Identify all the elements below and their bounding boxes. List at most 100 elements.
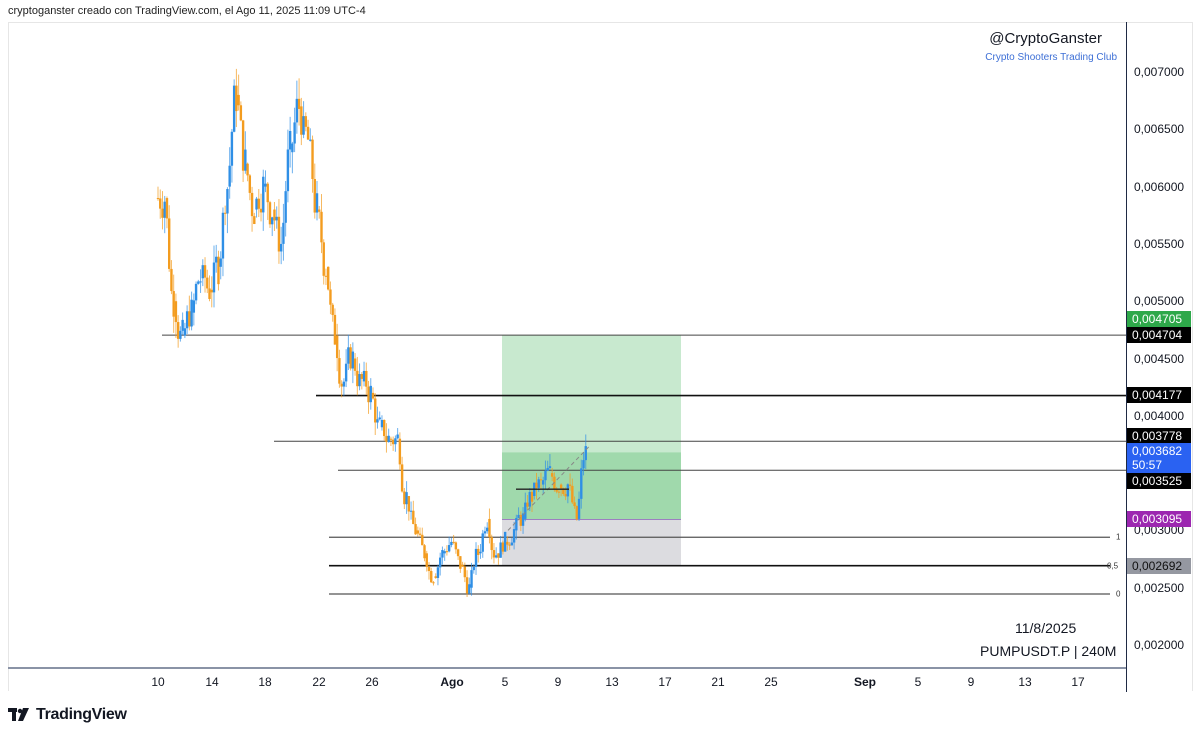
candle-body (555, 488, 558, 492)
candle-body (584, 446, 587, 461)
time-tick: 5 (914, 675, 922, 689)
candle-body (521, 513, 525, 526)
candle-body (376, 419, 379, 423)
candle-body (353, 358, 357, 371)
candle-body (371, 392, 375, 399)
candle-body (503, 531, 507, 552)
price-tick: 0,007000 (1134, 65, 1185, 79)
candle-body (577, 498, 581, 519)
candle-body (159, 198, 162, 209)
fib-label: 1 (1116, 532, 1121, 542)
candle-body (259, 208, 263, 213)
candle-body (212, 262, 216, 293)
time-tick: 17 (1071, 675, 1085, 689)
candle-body (335, 335, 339, 359)
candle-body (161, 208, 164, 218)
candle-body (385, 436, 388, 443)
candle-body (271, 217, 274, 225)
candle-body (499, 542, 502, 558)
candle-body (329, 289, 332, 305)
candle-body (423, 545, 426, 559)
candle-body (365, 370, 368, 387)
candle-body (443, 551, 446, 554)
candle-body (452, 541, 455, 543)
candle-body (389, 438, 393, 440)
candle-body (306, 126, 310, 140)
price-badge: 0,004705 (1127, 311, 1191, 327)
candle-body (347, 347, 350, 364)
candle-body (515, 517, 518, 531)
candle-body (266, 183, 269, 203)
candle-body (456, 549, 460, 557)
candle-body (235, 85, 238, 112)
candle-body (394, 438, 397, 445)
time-tick: 14 (205, 675, 219, 689)
candle-body (230, 131, 234, 166)
chart-header: cryptoganster creado con TradingView.com… (8, 5, 366, 17)
candle-body (183, 328, 187, 336)
candle-body (470, 570, 473, 588)
candle-body (573, 502, 576, 507)
candle-body (210, 289, 213, 293)
candle-body (342, 381, 346, 387)
candle-body (201, 265, 204, 279)
candle-body (468, 584, 471, 594)
candle-body (262, 176, 265, 213)
candle-body (268, 202, 272, 225)
tradingview-logo-icon (8, 708, 29, 721)
candle-body (548, 466, 552, 468)
candle-body (400, 464, 404, 492)
price-badge: 0,003095 (1127, 511, 1191, 527)
candle-body (217, 256, 220, 285)
candle-body (479, 551, 482, 554)
candle-body (322, 242, 325, 276)
time-tick: Sep (853, 675, 877, 689)
candle-body (300, 106, 303, 135)
price-axis-border (1126, 22, 1127, 692)
time-tick: 13 (605, 675, 619, 689)
candle-body (244, 149, 247, 171)
candle-body (483, 531, 487, 534)
candle-body (562, 488, 565, 494)
candle-body (512, 529, 516, 543)
fib-label: 0 (1116, 589, 1121, 599)
candle-body (434, 576, 437, 578)
candle-body (203, 265, 207, 278)
candle-body (519, 514, 523, 526)
candle-body (286, 149, 290, 192)
candle-body (360, 374, 364, 379)
time-tick: 26 (365, 675, 379, 689)
price-badge: 0,002692 (1127, 558, 1191, 574)
price-tick: 0,002000 (1134, 638, 1185, 652)
candle-body (510, 542, 514, 546)
candle-body (414, 524, 417, 535)
candle-body (517, 514, 520, 518)
candle-body (223, 212, 227, 214)
price-badge: 0,004704 (1127, 327, 1191, 343)
candle-body (297, 98, 301, 109)
candle-body (427, 566, 431, 572)
candle-body (302, 116, 305, 135)
price-tick: 0,002500 (1134, 580, 1185, 595)
candle-body (291, 143, 294, 153)
candle-body (318, 209, 321, 212)
candle-body (165, 198, 169, 219)
time-axis-border (8, 667, 1126, 669)
watermark-club: Crypto Shooters Trading Club (985, 52, 1117, 63)
candle-body (284, 191, 287, 223)
candle-body (156, 198, 160, 200)
candle-body (463, 566, 467, 578)
tradingview-logo[interactable]: TradingView (8, 706, 127, 724)
candle-body (311, 139, 314, 179)
candle-body (264, 183, 267, 187)
candle-body (539, 479, 543, 481)
candle-body (338, 358, 341, 384)
time-tick: 21 (711, 675, 725, 689)
candle-body (253, 216, 256, 225)
price-tick: 0,004500 (1134, 351, 1185, 366)
candle-body (170, 268, 173, 292)
candle-body (441, 550, 444, 558)
candle-body (320, 211, 323, 243)
price-tick: 0,004000 (1134, 408, 1185, 423)
